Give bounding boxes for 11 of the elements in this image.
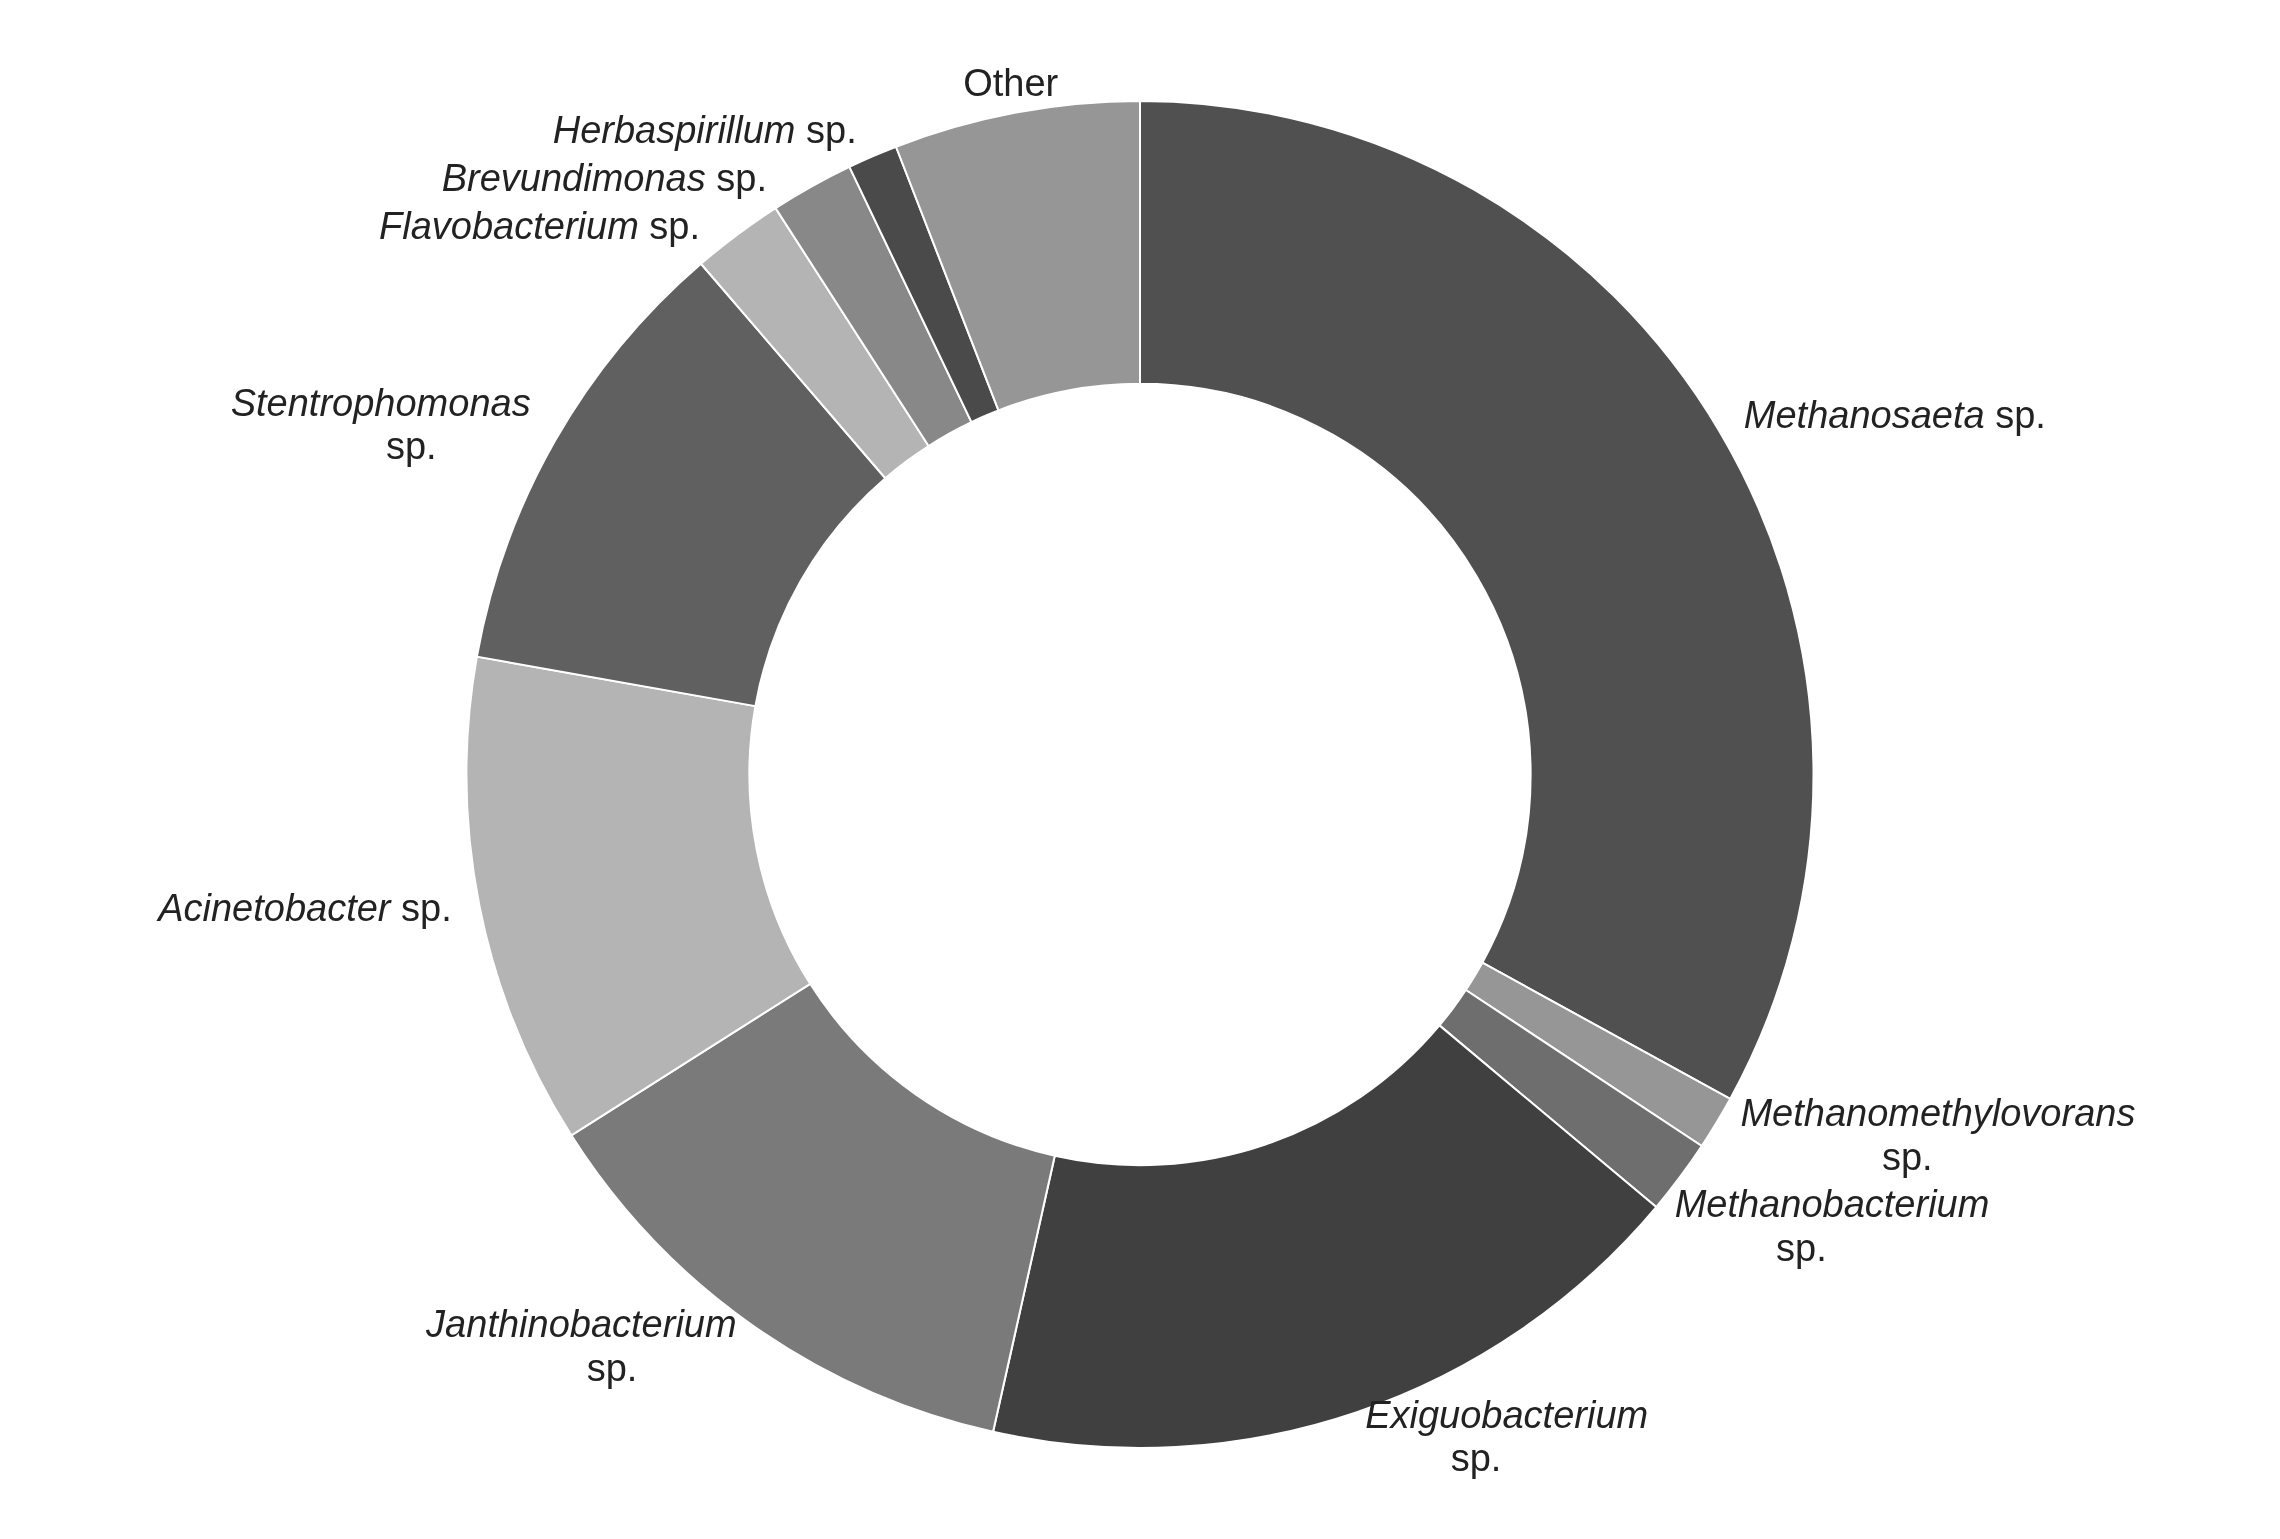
slice-label: Methanosaeta sp. bbox=[1743, 393, 2046, 436]
slice-label: Flavobacterium sp. bbox=[379, 204, 701, 247]
slice-label: Methanobacterium sp. bbox=[1674, 1183, 1990, 1269]
slice-label: Brevundimonas sp. bbox=[441, 156, 767, 199]
slice-label: Stentrophomonas sp. bbox=[230, 381, 531, 468]
slice-label: Herbaspirillum sp. bbox=[552, 109, 857, 152]
slice-label: Janthinobacterium sp. bbox=[425, 1303, 737, 1389]
slice-label: Exiguobacterium sp. bbox=[1365, 1393, 1649, 1480]
slice-label: Methanomethylovorans sp. bbox=[1740, 1092, 2136, 1178]
slice-label: Other bbox=[963, 61, 1059, 104]
slice-label: Acinetobacter sp. bbox=[156, 886, 452, 929]
